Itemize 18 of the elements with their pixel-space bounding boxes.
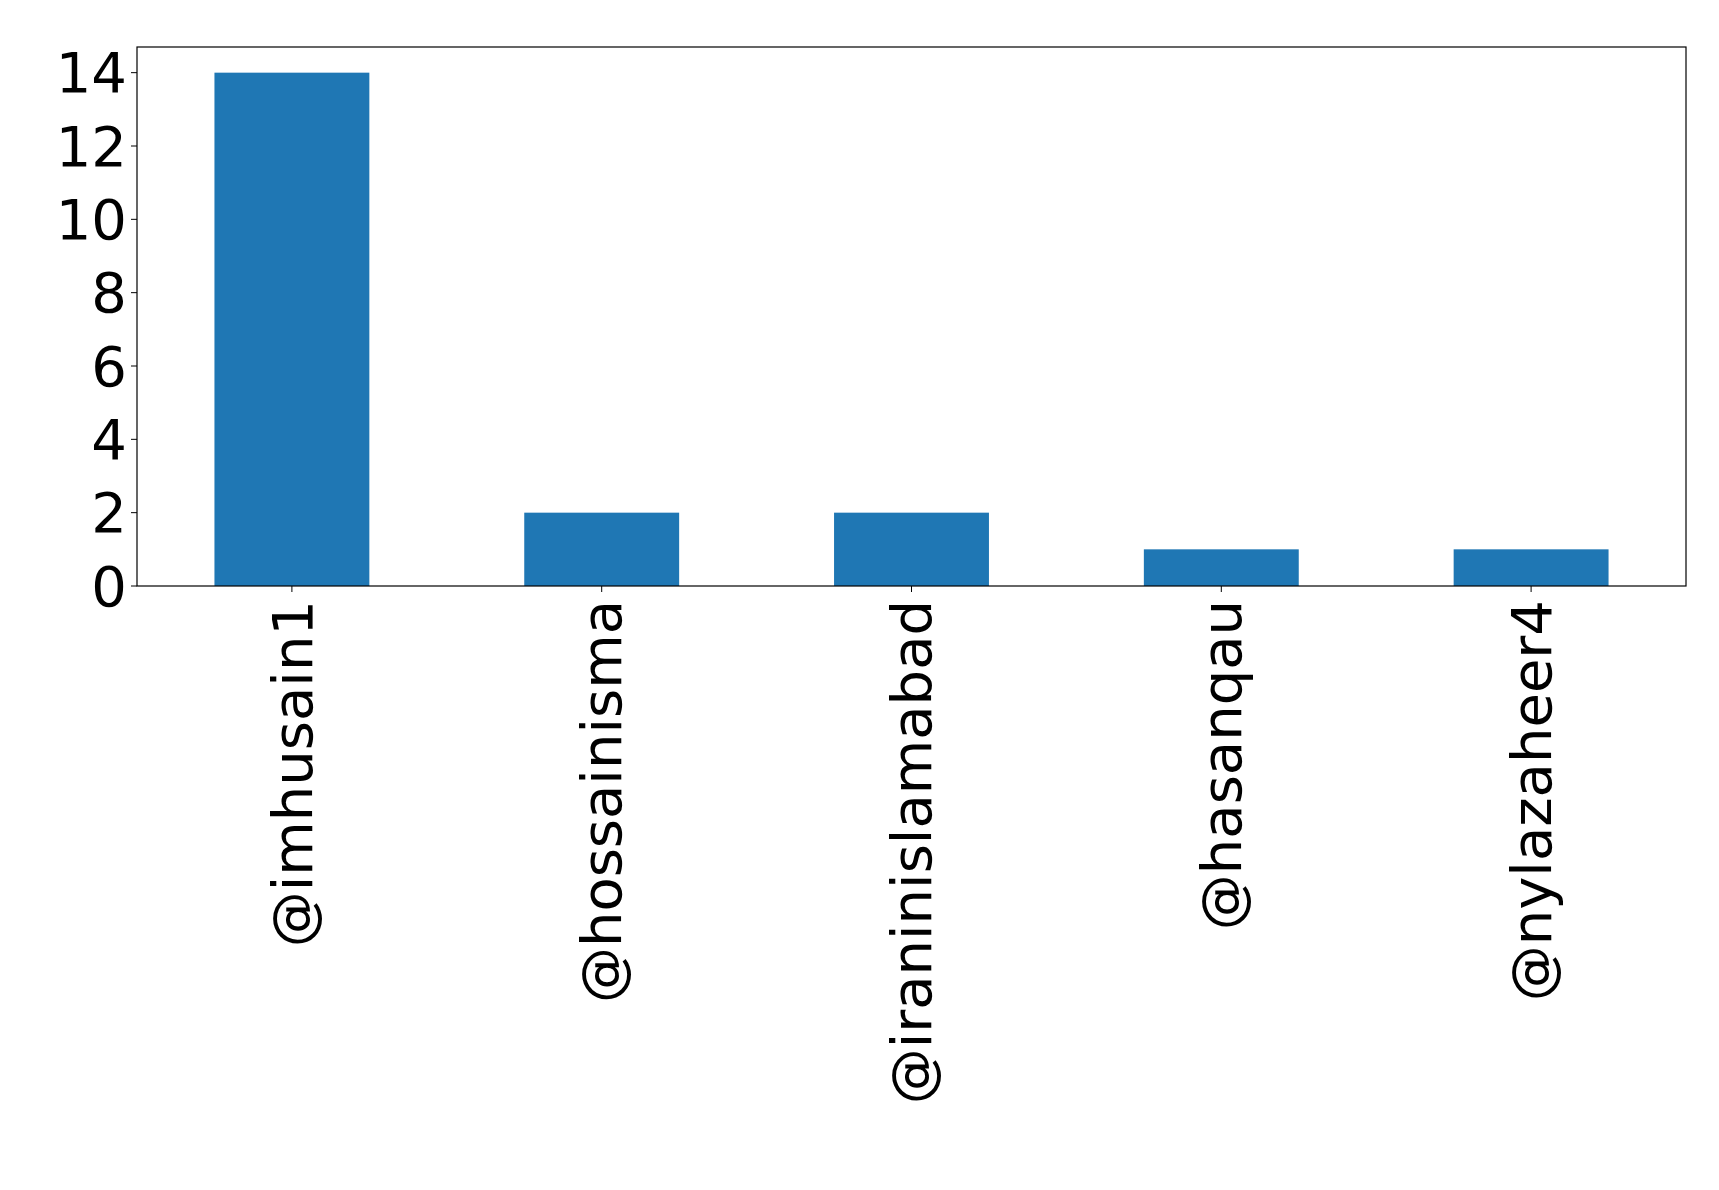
y-tick-label: 14 [55,40,127,106]
bar [1453,549,1609,586]
x-tick-label: @imhusain1 [259,600,325,948]
y-tick-label: 0 [91,553,127,619]
bar [834,512,989,586]
bar [1143,549,1299,586]
y-tick-label: 4 [91,406,127,472]
bar [214,72,370,586]
x-tick-label: @iraninislamabad [879,600,945,1105]
x-tick-label: @nylazaheer4 [1498,600,1564,1002]
y-tick-label: 8 [91,260,127,326]
y-tick-label: 10 [55,186,127,252]
y-tick-label: 6 [91,333,127,399]
bar [524,512,680,586]
y-tick-label: 12 [55,113,127,179]
y-tick-label: 2 [91,480,127,546]
x-tick-label: @hasanqau [1188,600,1254,931]
x-tick-label: @hossainisma [569,600,635,1004]
